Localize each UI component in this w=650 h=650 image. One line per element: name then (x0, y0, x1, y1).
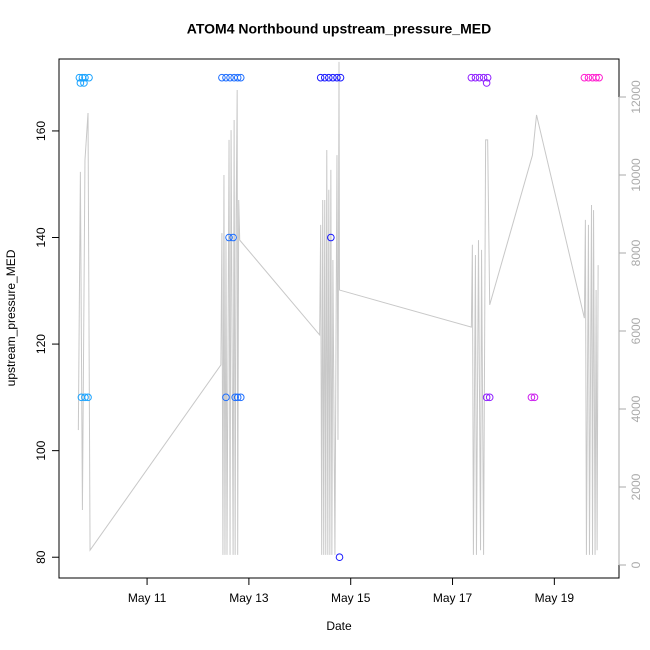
scatter-point (471, 73, 480, 82)
y2-tick-label: 4000 (629, 395, 643, 422)
scatter-point (231, 393, 239, 402)
scatter-point (482, 393, 491, 402)
y-tick-label: 100 (34, 440, 48, 460)
scatter-point (336, 73, 345, 82)
y-tick-label: 120 (34, 334, 48, 354)
line-series (77, 61, 599, 555)
scatter-point (222, 393, 230, 402)
scatter-point (329, 73, 337, 82)
scatter-point (467, 73, 476, 82)
scatter-point (595, 73, 603, 82)
scatter-point (85, 73, 93, 82)
y2-tick-label: 2000 (629, 473, 643, 500)
scatter-point (236, 393, 245, 402)
scatter-point (335, 553, 344, 562)
x-tick-label: May 13 (229, 591, 269, 605)
scatter-point (80, 79, 88, 87)
y-tick-label: 160 (34, 121, 48, 141)
scatter-point (592, 73, 600, 82)
scatter-point (233, 393, 242, 402)
scatter-point (475, 73, 484, 82)
scatter-point (75, 73, 84, 82)
y2-tick-label: 10000 (629, 158, 643, 192)
x-axis-label: Date (326, 619, 352, 633)
chart-title: ATOM4 Northbound upstream_pressure_MED (187, 21, 491, 37)
scatter-point (81, 393, 89, 402)
scatter-point (325, 73, 333, 82)
y-tick-label: 80 (34, 550, 48, 564)
scatter-point (236, 73, 245, 82)
scatter-point (580, 73, 589, 82)
x-tick-label: May 15 (331, 591, 371, 605)
scatter-point (530, 393, 539, 402)
y-axis-label: upstream_pressure_MED (4, 249, 18, 386)
scatter-point (218, 73, 226, 82)
scatter-point (229, 233, 237, 242)
y2-tick-label: 8000 (629, 239, 643, 266)
y2-tick-label: 12000 (629, 80, 643, 114)
scatter-point (584, 73, 593, 82)
y2-tick-label: 0 (629, 561, 643, 568)
scatter-point (316, 73, 325, 82)
scatter-point (320, 73, 329, 82)
scatter-point (226, 73, 234, 82)
scatter-point (84, 393, 92, 402)
y-tick-label: 140 (34, 227, 48, 247)
scatter-point (327, 233, 335, 242)
scatter-point (333, 73, 341, 82)
scatter-point (233, 73, 242, 82)
x-tick-label: May 19 (535, 591, 575, 605)
y2-tick-label: 6000 (629, 317, 643, 344)
scatter-point (482, 79, 491, 87)
x-tick-label: May 17 (433, 591, 473, 605)
x-tick-label: May 11 (128, 591, 167, 605)
scatter-point (76, 79, 85, 87)
scatter-point (485, 393, 494, 402)
scatter-point (483, 73, 492, 82)
scatter-point (81, 73, 89, 82)
scatter-point (527, 393, 536, 402)
scatter-point (222, 73, 230, 82)
scatter-point (225, 233, 233, 242)
